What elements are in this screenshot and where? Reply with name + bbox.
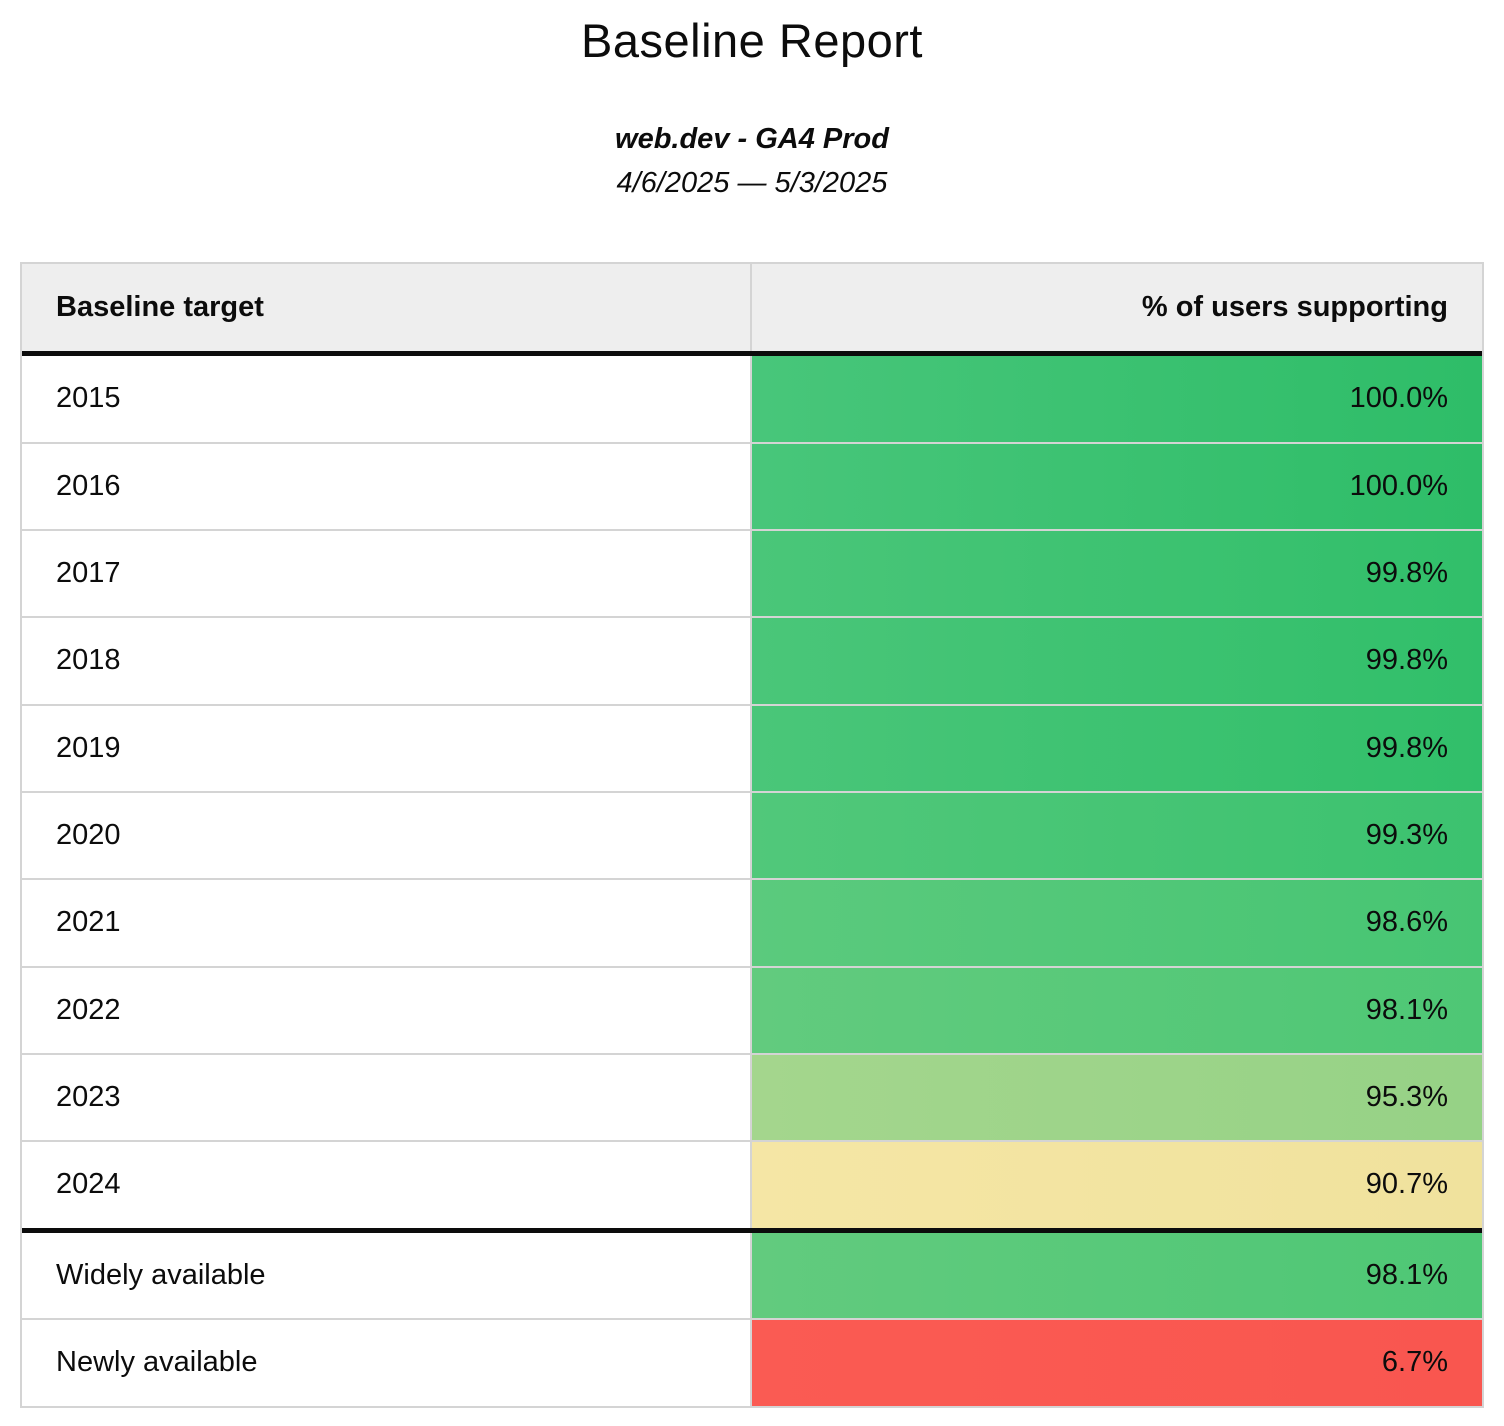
report-date-range: 4/6/2025 — 5/3/2025 bbox=[616, 166, 888, 199]
table-row: 2020 99.3% bbox=[22, 791, 1482, 879]
table-row: 2021 98.6% bbox=[22, 878, 1482, 966]
table-row: Newly available 6.7% bbox=[22, 1318, 1482, 1406]
row-value-cell: 6.7% bbox=[752, 1320, 1482, 1406]
table-row: 2015 100.0% bbox=[22, 356, 1482, 442]
row-value-cell: 99.3% bbox=[752, 793, 1482, 879]
table-header-row: Baseline target % of users supporting bbox=[22, 264, 1482, 357]
row-value-cell: 98.1% bbox=[752, 967, 1482, 1054]
table-row: 2024 90.7% bbox=[22, 1140, 1482, 1228]
baseline-table: Baseline target % of users supporting 20… bbox=[20, 262, 1484, 1408]
table-row: 2017 99.8% bbox=[22, 529, 1482, 617]
row-label-cell: 2019 bbox=[22, 705, 752, 792]
report-header: Baseline Report web.dev - GA4 Prod 4/6/2… bbox=[0, 0, 1504, 205]
row-value-cell: 98.1% bbox=[752, 1232, 1482, 1319]
row-label-cell: 2021 bbox=[22, 880, 752, 966]
table-row: 2022 98.1% bbox=[22, 965, 1482, 1054]
row-label-cell: 2024 bbox=[22, 1142, 752, 1228]
table-row: 2016 100.0% bbox=[22, 441, 1482, 530]
header-percent-users-supporting: % of users supporting bbox=[1141, 291, 1448, 324]
row-label-cell: Newly available bbox=[22, 1320, 752, 1406]
header-baseline-target: Baseline target bbox=[22, 264, 752, 352]
table-row: 2018 99.8% bbox=[22, 616, 1482, 704]
table-body: 2015 100.0% 2016 100.0% 2017 99.8% 2018 … bbox=[22, 356, 1482, 1406]
row-label-cell: 2015 bbox=[22, 356, 752, 442]
row-value-cell: 98.6% bbox=[752, 880, 1482, 966]
row-value-cell: 100.0% bbox=[752, 356, 1482, 442]
row-value-cell: 99.8% bbox=[752, 531, 1482, 617]
table-row: Widely available 98.1% bbox=[22, 1227, 1482, 1319]
row-label-cell: Widely available bbox=[22, 1232, 752, 1319]
row-label-cell: 2020 bbox=[22, 793, 752, 879]
table-row: 2023 95.3% bbox=[22, 1053, 1482, 1141]
row-label-cell: 2017 bbox=[22, 531, 752, 617]
row-value-cell: 95.3% bbox=[752, 1055, 1482, 1141]
row-value-cell: 99.8% bbox=[752, 618, 1482, 704]
row-label-cell: 2022 bbox=[22, 967, 752, 1054]
table-row: 2019 99.8% bbox=[22, 703, 1482, 792]
row-label-cell: 2023 bbox=[22, 1055, 752, 1141]
row-value-cell: 99.8% bbox=[752, 705, 1482, 792]
row-value-cell: 90.7% bbox=[752, 1142, 1482, 1228]
row-value-cell: 100.0% bbox=[752, 443, 1482, 530]
row-label-cell: 2018 bbox=[22, 618, 752, 704]
report-subtitle: web.dev - GA4 Prod bbox=[615, 123, 889, 156]
page-title: Baseline Report bbox=[581, 14, 923, 67]
row-label-cell: 2016 bbox=[22, 443, 752, 530]
